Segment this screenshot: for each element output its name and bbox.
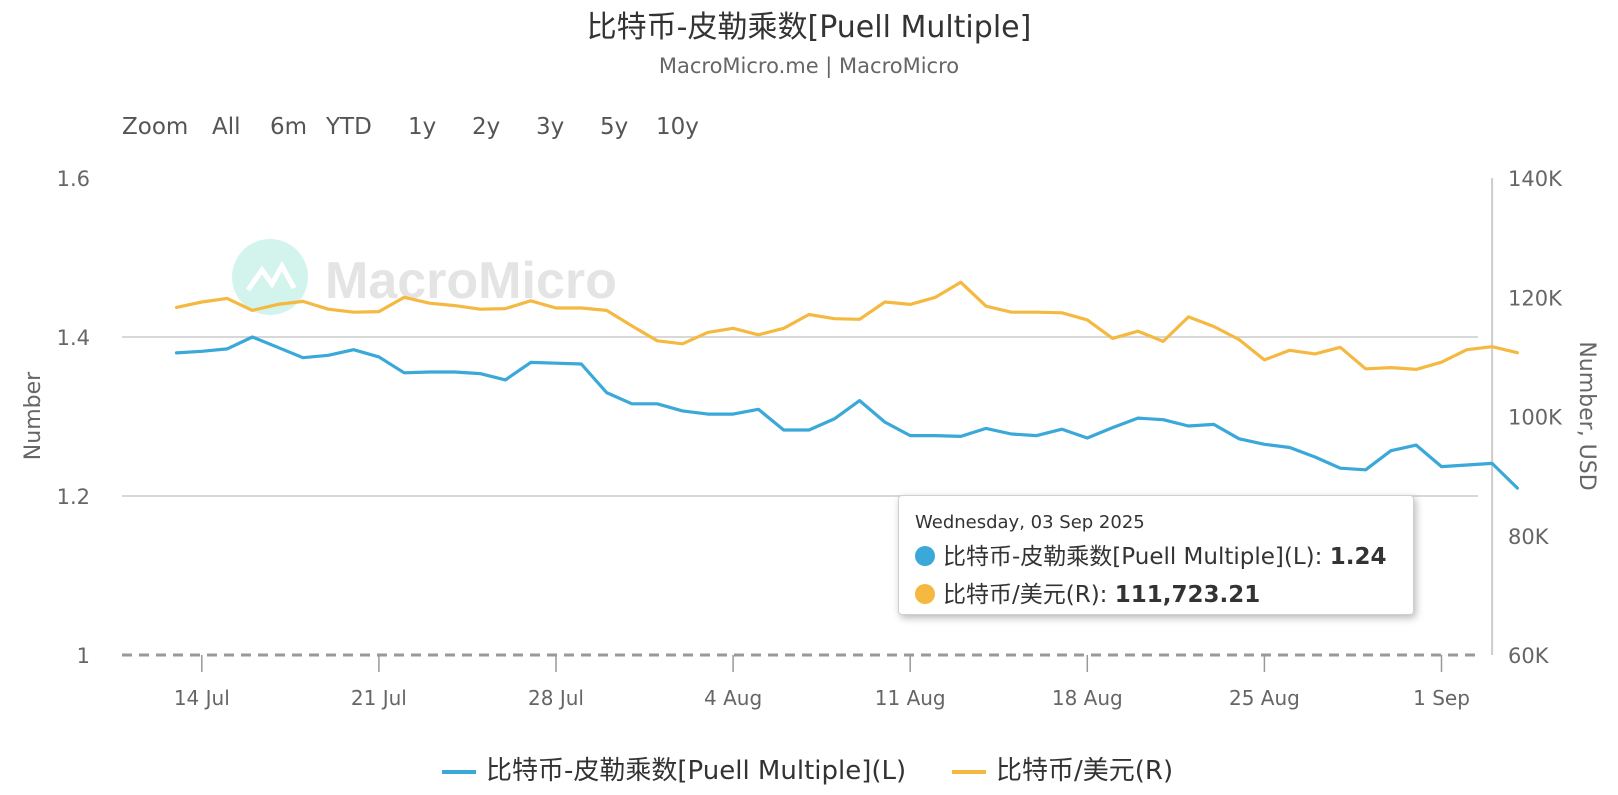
x-tick-label: 4 Aug xyxy=(704,686,762,710)
legend-label-btc: 比特币/美元(R) xyxy=(996,756,1174,786)
legend-item-puell[interactable]: 比特币-皮勒乘数[Puell Multiple](L) xyxy=(442,750,906,787)
chart-legend: 比特币-皮勒乘数[Puell Multiple](L) 比特币/美元(R) xyxy=(0,750,1618,790)
legend-label-puell: 比特币-皮勒乘数[Puell Multiple](L) xyxy=(486,756,907,786)
zoom-all-button[interactable]: All xyxy=(212,114,241,140)
puell-series-dot-icon xyxy=(915,546,935,566)
x-tick-label: 18 Aug xyxy=(1052,686,1123,710)
chart-subtitle: MacroMicro.me | MacroMicro xyxy=(658,54,960,78)
series-line-btc xyxy=(174,280,1520,371)
zoom-10y-button[interactable]: 10y xyxy=(656,114,699,140)
tooltip-value-puell: 1.24 xyxy=(1329,544,1387,570)
y-right-axis-title: Number, USD xyxy=(1574,341,1599,490)
y-right-tick-label: 100K xyxy=(1508,406,1563,430)
zoom-1y-button[interactable]: 1y xyxy=(408,114,437,140)
legend-line-icon xyxy=(442,769,476,774)
chart-tooltip: Wednesday, 03 Sep 2025 比特币-皮勒乘数[Puell Mu… xyxy=(898,495,1414,615)
y-right-tick-label: 120K xyxy=(1508,286,1563,310)
y-right-tick-label: 140K xyxy=(1508,167,1563,191)
watermark-text: MacroMicro xyxy=(325,252,617,310)
y-left-tick-label: 1.2 xyxy=(57,485,90,509)
y-left-axis-title: Number xyxy=(21,371,46,460)
zoom-2y-button[interactable]: 2y xyxy=(472,114,501,140)
x-tick-label: 14 Jul xyxy=(174,686,230,710)
zoom-3y-button[interactable]: 3y xyxy=(536,114,565,140)
watermark-logo-mark xyxy=(245,260,297,292)
tooltip-label-btc: 比特币/美元(R): xyxy=(943,582,1115,608)
y-left-tick-label: 1.4 xyxy=(57,326,90,350)
tooltip-row-btc: 比特币/美元(R): 111,723.21 xyxy=(915,575,1397,609)
tooltip-row-puell: 比特币-皮勒乘数[Puell Multiple](L): 1.24 xyxy=(915,537,1397,571)
x-tick-label: 1 Sep xyxy=(1413,686,1470,710)
y-right-tick-label: 60K xyxy=(1508,644,1550,668)
legend-item-btc[interactable]: 比特币/美元(R) xyxy=(952,750,1173,787)
chart-title: 比特币-皮勒乘数[Puell Multiple] xyxy=(586,10,1032,45)
zoom-ytd-button[interactable]: YTD xyxy=(326,114,372,140)
tooltip-value-btc: 111,723.21 xyxy=(1114,582,1261,608)
zoom-5y-button[interactable]: 5y xyxy=(600,114,629,140)
legend-line-icon xyxy=(952,769,986,774)
y-right-tick-label: 80K xyxy=(1508,525,1550,549)
x-tick-label: 25 Aug xyxy=(1229,686,1300,710)
y-left-tick-label: 1 xyxy=(77,644,90,668)
btc-series-dot-icon xyxy=(915,584,935,604)
zoom-6m-button[interactable]: 6m xyxy=(270,114,308,140)
x-tick-label: 28 Jul xyxy=(528,686,584,710)
y-left-tick-label: 1.6 xyxy=(57,167,90,191)
x-tick-label: 21 Jul xyxy=(351,686,407,710)
zoom-label: Zoom xyxy=(122,114,189,140)
tooltip-date: Wednesday, 03 Sep 2025 xyxy=(915,512,1145,533)
tooltip-label-puell: 比特币-皮勒乘数[Puell Multiple](L): xyxy=(943,544,1330,570)
series-line-puell xyxy=(174,335,1520,490)
x-tick-label: 11 Aug xyxy=(875,686,946,710)
